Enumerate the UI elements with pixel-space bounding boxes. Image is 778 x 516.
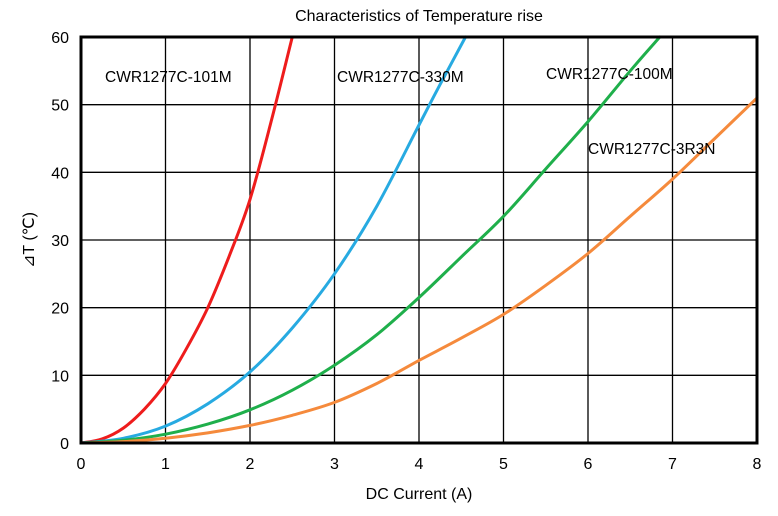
series-label-cwr1277c-330m: CWR1277C-330M	[337, 69, 464, 86]
series-lines	[79, 35, 759, 445]
x-tick-label: 8	[753, 456, 762, 473]
x-tick-label: 7	[668, 456, 677, 473]
x-tick-label: 3	[330, 456, 339, 473]
y-tick-label: 40	[51, 165, 69, 182]
y-tick-label: 20	[51, 301, 69, 318]
series-label-cwr1277c-3r3n: CWR1277C-3R3N	[588, 141, 715, 158]
series-line-cwr1277c-330m	[79, 35, 467, 445]
series-label-cwr1277c-101m: CWR1277C-101M	[105, 69, 232, 86]
x-tick-label: 6	[584, 456, 593, 473]
y-tick-label: 0	[60, 436, 69, 453]
y-tick-label: 60	[51, 30, 69, 47]
x-tick-label: 5	[499, 456, 508, 473]
x-tick-label: 0	[77, 456, 86, 473]
x-tick-label: 1	[161, 456, 170, 473]
y-tick-label: 30	[51, 233, 69, 250]
series-labels: CWR1277C-101M CWR1277C-330M CWR1277C-100M C…	[105, 66, 715, 158]
x-axis-title: DC Current (A)	[366, 486, 473, 503]
chart-title: Characteristics of Temperature rise	[295, 8, 543, 25]
y-tick-label: 50	[51, 98, 69, 115]
series-line-cwr1277c-101m	[79, 35, 294, 445]
x-tick-label: 2	[246, 456, 255, 473]
series-line-cwr1277c-100m	[79, 35, 662, 445]
grid	[81, 37, 757, 443]
x-tick-label: 4	[415, 456, 424, 473]
y-axis-title: ⊿T (℃)	[21, 212, 38, 268]
plot-frame	[79, 35, 759, 445]
series-line-cwr1277c-3r3n	[79, 96, 759, 445]
tick-labels: 0 1 2 3 4 5 6 7 8 0 10 20 30 40 50 60	[51, 30, 761, 473]
y-tick-label: 10	[51, 368, 69, 385]
series-label-cwr1277c-100m: CWR1277C-100M	[546, 66, 673, 83]
